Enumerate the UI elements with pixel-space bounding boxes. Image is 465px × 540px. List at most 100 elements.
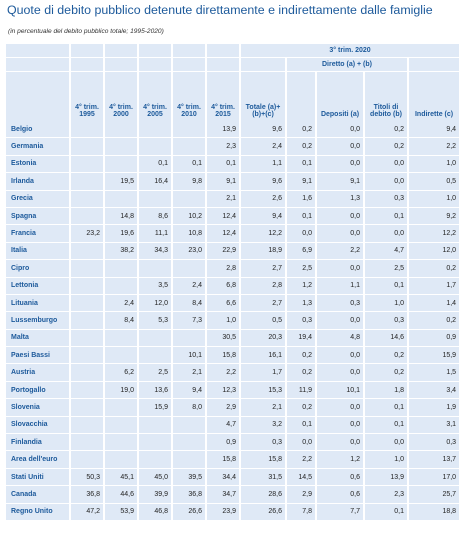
table-cell: 1,2: [315, 450, 364, 469]
table-row: Lituania 2,4 12,0 8,4 6,6 2,7 1,3 0,3 1,0 1,4: [6, 294, 460, 313]
table-cell: 10,1: [315, 381, 364, 400]
table-cell: 2,5: [285, 259, 316, 278]
table-cell: [103, 398, 138, 417]
table-cell: 12,2: [406, 224, 460, 243]
row-country: Cipro: [6, 259, 70, 278]
table-cell: 34,7: [205, 485, 240, 504]
table-cell: 9,4: [239, 207, 286, 226]
table-cell: [103, 121, 138, 139]
column-header: Indirette (c): [406, 71, 460, 121]
table-cell: [69, 416, 104, 435]
table-cell: 0,1: [285, 155, 316, 174]
table-cell: [137, 329, 172, 348]
table-cell: [69, 381, 104, 400]
table-cell: 1,0: [406, 190, 460, 208]
table-cell: 0,0: [315, 155, 364, 174]
table-cell: 0,2: [285, 121, 316, 139]
table-cell: 16,1: [239, 346, 286, 365]
row-country: Portogallo: [6, 381, 70, 400]
table-cell: 8,0: [171, 398, 206, 417]
table-cell: 25,7: [406, 485, 460, 504]
table-cell: 45,1: [103, 468, 138, 487]
table-cell: 1,7: [239, 363, 286, 382]
table-cell: 45,0: [137, 468, 172, 487]
table-cell: 17,0: [406, 468, 460, 487]
table-cell: 16,4: [137, 172, 172, 191]
table-cell: [69, 311, 104, 330]
table-cell: 1,0: [363, 450, 408, 469]
table-cell: [171, 259, 206, 278]
table-cell: 1,0: [363, 294, 408, 313]
table-cell: 5,3: [137, 311, 172, 330]
table-row: Belgio 13,9 9,6 0,2 0,0 0,2 9,4: [6, 121, 460, 139]
table-cell: 0,1: [171, 155, 206, 174]
row-country: Malta: [6, 329, 70, 348]
table-row: Austria 6,2 2,5 2,1 2,2 1,7 0,2 0,0 0,2 1,5: [6, 363, 460, 382]
row-country: Slovacchia: [6, 416, 70, 435]
table-cell: [137, 190, 172, 208]
table-row: Lussemburgo 8,4 5,3 7,3 1,0 0,5 0,3 0,0 0,3 0,2: [6, 311, 460, 330]
table-cell: 2,3: [205, 137, 240, 156]
table-cell: 2,4: [171, 277, 206, 295]
table-cell: [137, 346, 172, 365]
header-period: 3° trim. 2020: [238, 44, 460, 58]
table-cell: 0,9: [205, 433, 240, 452]
header-columns-row: 4° trim. 1995 4° trim. 2000 4° trim. 200…: [6, 71, 460, 121]
table-cell: [69, 363, 104, 382]
table-cell: 0,3: [406, 433, 460, 452]
row-country: Canada: [6, 485, 70, 504]
table-cell: 13,7: [406, 450, 460, 469]
table-cell: 47,2: [69, 503, 104, 520]
table-cell: [137, 416, 172, 435]
table-cell: [171, 121, 206, 139]
table-row: Grecia 2,1 2,6 1,6 1,3 0,3 1,0: [6, 190, 460, 208]
row-country: Estonia: [6, 155, 70, 174]
table-cell: 1,3: [315, 190, 364, 208]
table-cell: 1,3: [285, 294, 316, 313]
column-header: 4° trim. 1995: [69, 71, 104, 121]
table-cell: 15,8: [205, 346, 240, 365]
table-cell: 0,5: [239, 311, 286, 330]
table-cell: 0,2: [285, 363, 316, 382]
row-country: Spagna: [6, 207, 70, 226]
table-cell: 10,8: [171, 224, 206, 243]
column-header: Totale (a)+(b)+(c): [239, 71, 286, 121]
table-cell: [137, 259, 172, 278]
table-cell: 9,6: [239, 172, 286, 191]
table-cell: [69, 155, 104, 174]
table-cell: 36,8: [171, 485, 206, 504]
table-cell: 10,1: [171, 346, 206, 365]
row-country: Lituania: [6, 294, 70, 313]
table-cell: 3,4: [406, 381, 460, 400]
column-header: Titoli di debito (b): [363, 71, 408, 121]
table-cell: 26,6: [239, 503, 286, 520]
header-blank: [6, 44, 70, 58]
table-row: Irlanda 19,5 16,4 9,8 9,1 9,6 9,1 9,1 0,0 0,5: [6, 172, 460, 191]
table-cell: 0,1: [363, 503, 408, 520]
row-country: Paesi Bassi: [6, 346, 70, 365]
table-cell: 2,1: [171, 363, 206, 382]
row-country: Regno Unito: [6, 503, 70, 520]
table-cell: 15,9: [137, 398, 172, 417]
table-cell: 8,4: [171, 294, 206, 313]
table-cell: [69, 121, 104, 139]
table-cell: 0,3: [363, 190, 408, 208]
table-cell: 1,5: [406, 363, 460, 382]
table-cell: 2,9: [205, 398, 240, 417]
table-cell: 9,6: [239, 121, 286, 139]
row-country: Austria: [6, 363, 70, 382]
table-cell: 0,9: [406, 329, 460, 348]
table-cell: 1,0: [205, 311, 240, 330]
table-cell: 38,2: [103, 242, 138, 261]
table-cell: 12,2: [239, 224, 286, 243]
header-direct: Diretto (a) + (b): [285, 57, 408, 72]
table-cell: 0,2: [363, 137, 408, 156]
table-cell: 1,1: [315, 277, 364, 295]
table-cell: 7,3: [171, 311, 206, 330]
table-cell: 0,2: [285, 346, 316, 365]
table-cell: 18,8: [406, 503, 460, 520]
table-cell: 0,2: [363, 346, 408, 365]
table-cell: 3,5: [137, 277, 172, 295]
table-cell: 0,1: [363, 398, 408, 417]
table-cell: 2,7: [239, 294, 286, 313]
